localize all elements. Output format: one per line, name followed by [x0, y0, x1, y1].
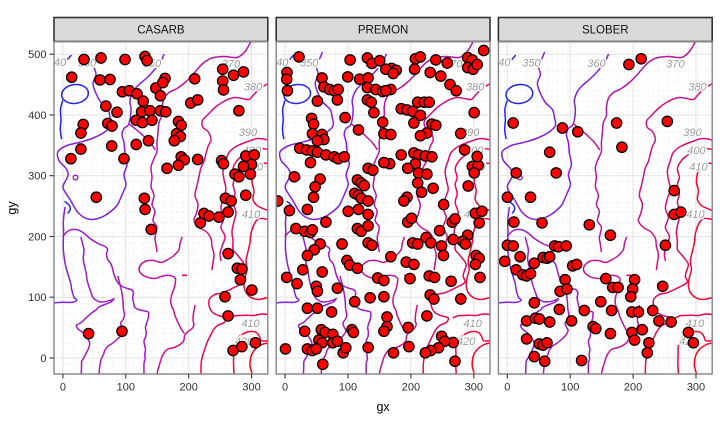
svg-text:300: 300 [687, 382, 705, 394]
svg-text:200: 200 [624, 382, 642, 394]
svg-text:300: 300 [465, 382, 483, 394]
svg-text:100: 100 [561, 382, 579, 394]
svg-text:100: 100 [339, 382, 357, 394]
svg-text:200: 200 [28, 232, 46, 244]
svg-text:200: 200 [180, 382, 198, 394]
svg-text:PREMON: PREMON [358, 24, 408, 36]
svg-text:0: 0 [282, 382, 288, 394]
svg-text:300: 300 [242, 382, 260, 394]
svg-text:100: 100 [28, 292, 46, 304]
svg-text:SLOBER: SLOBER [582, 24, 629, 36]
svg-text:500: 500 [28, 49, 46, 61]
svg-text:100: 100 [117, 382, 135, 394]
svg-text:gy: gy [5, 201, 19, 215]
svg-text:200: 200 [402, 382, 420, 394]
svg-text:0: 0 [60, 382, 66, 394]
svg-text:0: 0 [504, 382, 510, 394]
svg-text:0: 0 [40, 353, 46, 365]
svg-text:300: 300 [28, 171, 46, 183]
svg-text:CASARB: CASARB [137, 24, 185, 36]
svg-text:gx: gx [376, 400, 390, 414]
svg-text:400: 400 [28, 110, 46, 122]
